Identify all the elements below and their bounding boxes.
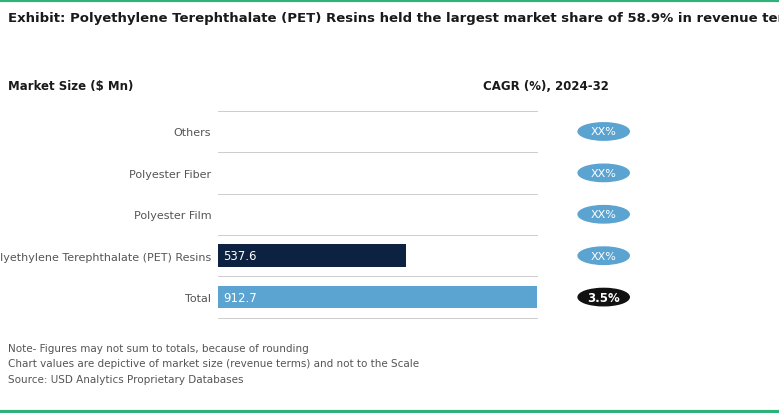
Text: 3.5%: 3.5% bbox=[587, 291, 620, 304]
Text: XX%: XX% bbox=[590, 127, 617, 137]
Ellipse shape bbox=[578, 165, 629, 182]
Text: XX%: XX% bbox=[590, 169, 617, 178]
Ellipse shape bbox=[578, 123, 629, 141]
Bar bbox=[218, 244, 406, 268]
Text: XX%: XX% bbox=[590, 251, 617, 261]
Text: Exhibit: Polyethylene Terephthalate (PET) Resins held the largest market share o: Exhibit: Polyethylene Terephthalate (PET… bbox=[8, 12, 779, 25]
Text: Note- Figures may not sum to totals, because of rounding: Note- Figures may not sum to totals, bec… bbox=[8, 343, 308, 353]
Text: 537.6: 537.6 bbox=[223, 249, 256, 263]
Ellipse shape bbox=[578, 206, 629, 223]
Ellipse shape bbox=[578, 247, 629, 265]
Bar bbox=[218, 286, 538, 309]
Text: Chart values are depictive of market size (revenue terms) and not to the Scale: Chart values are depictive of market siz… bbox=[8, 358, 419, 368]
Text: CAGR (%), 2024-32: CAGR (%), 2024-32 bbox=[483, 80, 609, 93]
Text: 912.7: 912.7 bbox=[223, 291, 257, 304]
Text: XX%: XX% bbox=[590, 210, 617, 220]
Text: Market Size ($ Mn): Market Size ($ Mn) bbox=[8, 80, 133, 93]
Ellipse shape bbox=[578, 289, 629, 306]
Text: Source: USD Analytics Proprietary Databases: Source: USD Analytics Proprietary Databa… bbox=[8, 374, 243, 384]
